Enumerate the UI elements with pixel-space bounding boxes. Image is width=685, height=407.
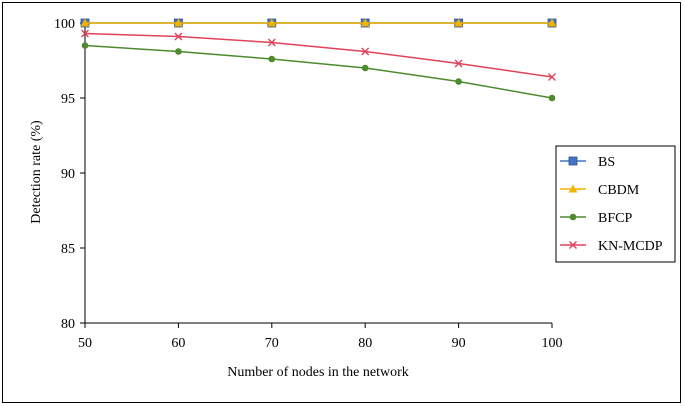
legend-item-bs: BS — [560, 155, 615, 170]
y-axis-title: Detection rate (%) — [29, 120, 44, 224]
data-point — [268, 55, 276, 63]
y-tick-label: 90 — [61, 167, 75, 182]
series-line — [84, 44, 553, 99]
data-point — [361, 47, 370, 56]
y-tick-label: 80 — [61, 317, 75, 332]
legend-label: CBDM — [598, 183, 640, 198]
legend-label: BFCP — [598, 211, 632, 226]
series-kn-mcdp — [81, 29, 556, 81]
y-tick-label: 85 — [61, 242, 75, 257]
data-point — [173, 18, 183, 27]
axes: 80 85 90 95 100 50 60 70 80 90 100 — [54, 17, 563, 351]
legend-item-cbdm: CBDM — [560, 183, 640, 198]
data-point — [267, 18, 277, 27]
legend: BS CBDM BFCP KN-MCDP — [555, 145, 676, 263]
y-tick-label: 100 — [54, 17, 75, 32]
data-point — [548, 73, 556, 81]
x-axis-title: Number of nodes in the network — [227, 365, 409, 380]
series-cbdm — [80, 18, 557, 27]
x-tick-label: 60 — [171, 336, 185, 351]
data-point — [81, 42, 89, 49]
x-tick-label: 100 — [542, 336, 563, 351]
x-tick-label: 70 — [265, 336, 279, 351]
data-point — [455, 78, 462, 85]
data-point — [454, 59, 463, 68]
data-point — [454, 18, 464, 27]
x-tick-label: 50 — [78, 336, 92, 351]
y-tick-label: 95 — [61, 92, 75, 107]
x-tick-label: 90 — [452, 336, 466, 351]
data-point — [547, 18, 557, 27]
legend-marker — [568, 156, 578, 166]
legend-item-kn-mcdp: KN-MCDP — [560, 239, 663, 254]
data-point — [175, 48, 182, 55]
legend-marker — [569, 213, 577, 221]
series-layer — [80, 18, 557, 102]
data-point — [361, 64, 369, 72]
data-point — [81, 29, 89, 38]
data-point — [548, 94, 556, 102]
series-bfcp — [81, 42, 556, 102]
series-line — [84, 32, 553, 78]
legend-label: BS — [598, 155, 615, 170]
x-tick-label: 80 — [358, 336, 372, 351]
legend-marker — [569, 241, 577, 249]
legend-label: KN-MCDP — [598, 239, 663, 254]
data-point — [360, 18, 370, 27]
data-point — [267, 38, 276, 47]
legend-item-bfcp: BFCP — [560, 211, 632, 226]
legend-marker — [568, 184, 578, 193]
data-point — [174, 32, 183, 41]
data-point — [80, 18, 90, 27]
